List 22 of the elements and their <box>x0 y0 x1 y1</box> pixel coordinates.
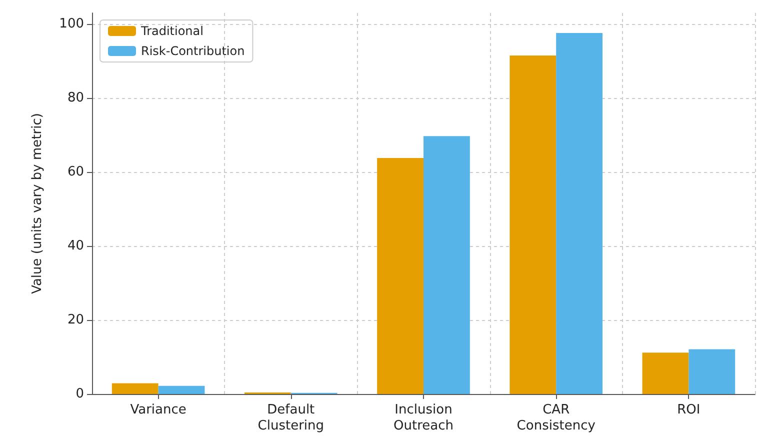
x-tick-label: Default Clustering <box>258 402 324 434</box>
bar <box>642 352 689 394</box>
y-tick-label: 80 <box>67 90 84 106</box>
bar <box>112 383 158 394</box>
bar <box>377 158 424 394</box>
x-tick-label: ROI <box>677 402 700 418</box>
y-tick-label: 20 <box>67 312 84 328</box>
bar <box>510 56 556 394</box>
bar <box>424 136 470 394</box>
x-tick-label: CAR Consistency <box>516 402 596 434</box>
bar <box>158 386 205 394</box>
x-tick-label: Inclusion Outreach <box>394 402 454 434</box>
x-tick-label: Variance <box>130 402 186 418</box>
y-tick-label: 60 <box>67 164 84 180</box>
bar <box>688 349 736 394</box>
y-tick-label: 0 <box>76 386 84 402</box>
y-tick-label: 40 <box>67 238 84 254</box>
bar <box>556 32 603 394</box>
legend-label: Traditional <box>140 24 204 38</box>
legend-label: Risk-Contribution <box>141 44 245 58</box>
y-tick-label: 100 <box>59 16 84 32</box>
y-axis-title: Value (units vary by metric) <box>30 113 45 294</box>
